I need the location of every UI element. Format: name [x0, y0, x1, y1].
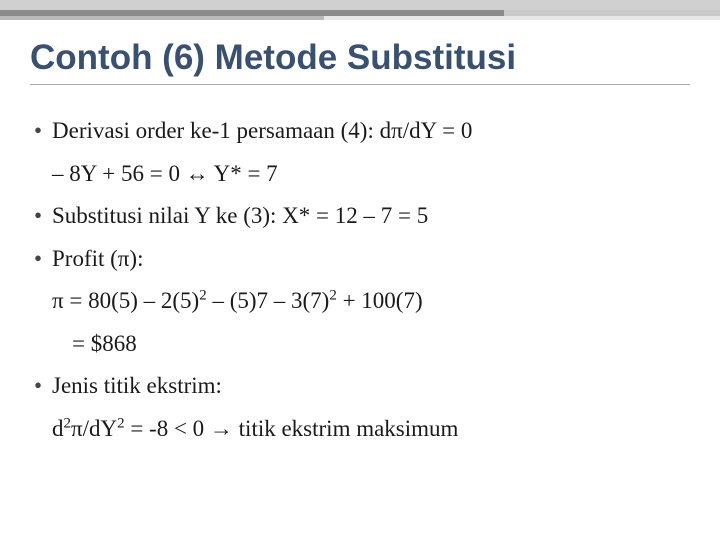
text-fragment: + 100(7)	[337, 288, 423, 313]
slide-title: Contoh (6) Metode Substitusi	[30, 38, 690, 85]
bullet-text: Derivasi order ke-1 persamaan (4): dπ/dY…	[52, 110, 686, 153]
bullet-marker: •	[34, 238, 52, 281]
superscript: 2	[64, 415, 71, 431]
indented-line: d2π/dY2 = -8 < 0 → titik ekstrim maksimu…	[34, 408, 686, 451]
bullet-item: • Derivasi order ke-1 persamaan (4): dπ/…	[34, 110, 686, 153]
indented-line: – 8Y + 56 = 0 ↔ Y* = 7	[34, 153, 686, 196]
superscript: 2	[199, 288, 206, 304]
bullet-marker: •	[34, 110, 52, 153]
bullet-marker: •	[34, 195, 52, 238]
text-fragment: π = 80(5) – 2(5)	[52, 288, 199, 313]
bullet-text: Jenis titik ekstrim:	[52, 365, 686, 408]
superscript: 2	[117, 415, 124, 431]
superscript: 2	[329, 288, 336, 304]
decorative-top-border	[0, 0, 720, 20]
indented-line: = $868	[34, 323, 686, 366]
text-fragment: π/dY	[71, 416, 117, 441]
text-fragment: = -8 < 0 → titik ekstrim maksimum	[125, 416, 459, 441]
text-fragment: – (5)7 – 3(7)	[207, 288, 330, 313]
indented-line: π = 80(5) – 2(5)2 – (5)7 – 3(7)2 + 100(7…	[34, 280, 686, 323]
bullet-text: Profit (π):	[52, 238, 686, 281]
bullet-marker: •	[34, 365, 52, 408]
bullet-item: • Profit (π):	[34, 238, 686, 281]
bullet-text: Substitusi nilai Y ke (3): X* = 12 – 7 =…	[52, 195, 686, 238]
bullet-item: • Substitusi nilai Y ke (3): X* = 12 – 7…	[34, 195, 686, 238]
bullet-item: • Jenis titik ekstrim:	[34, 365, 686, 408]
text-fragment: d	[52, 416, 64, 441]
slide-content: • Derivasi order ke-1 persamaan (4): dπ/…	[34, 110, 686, 450]
